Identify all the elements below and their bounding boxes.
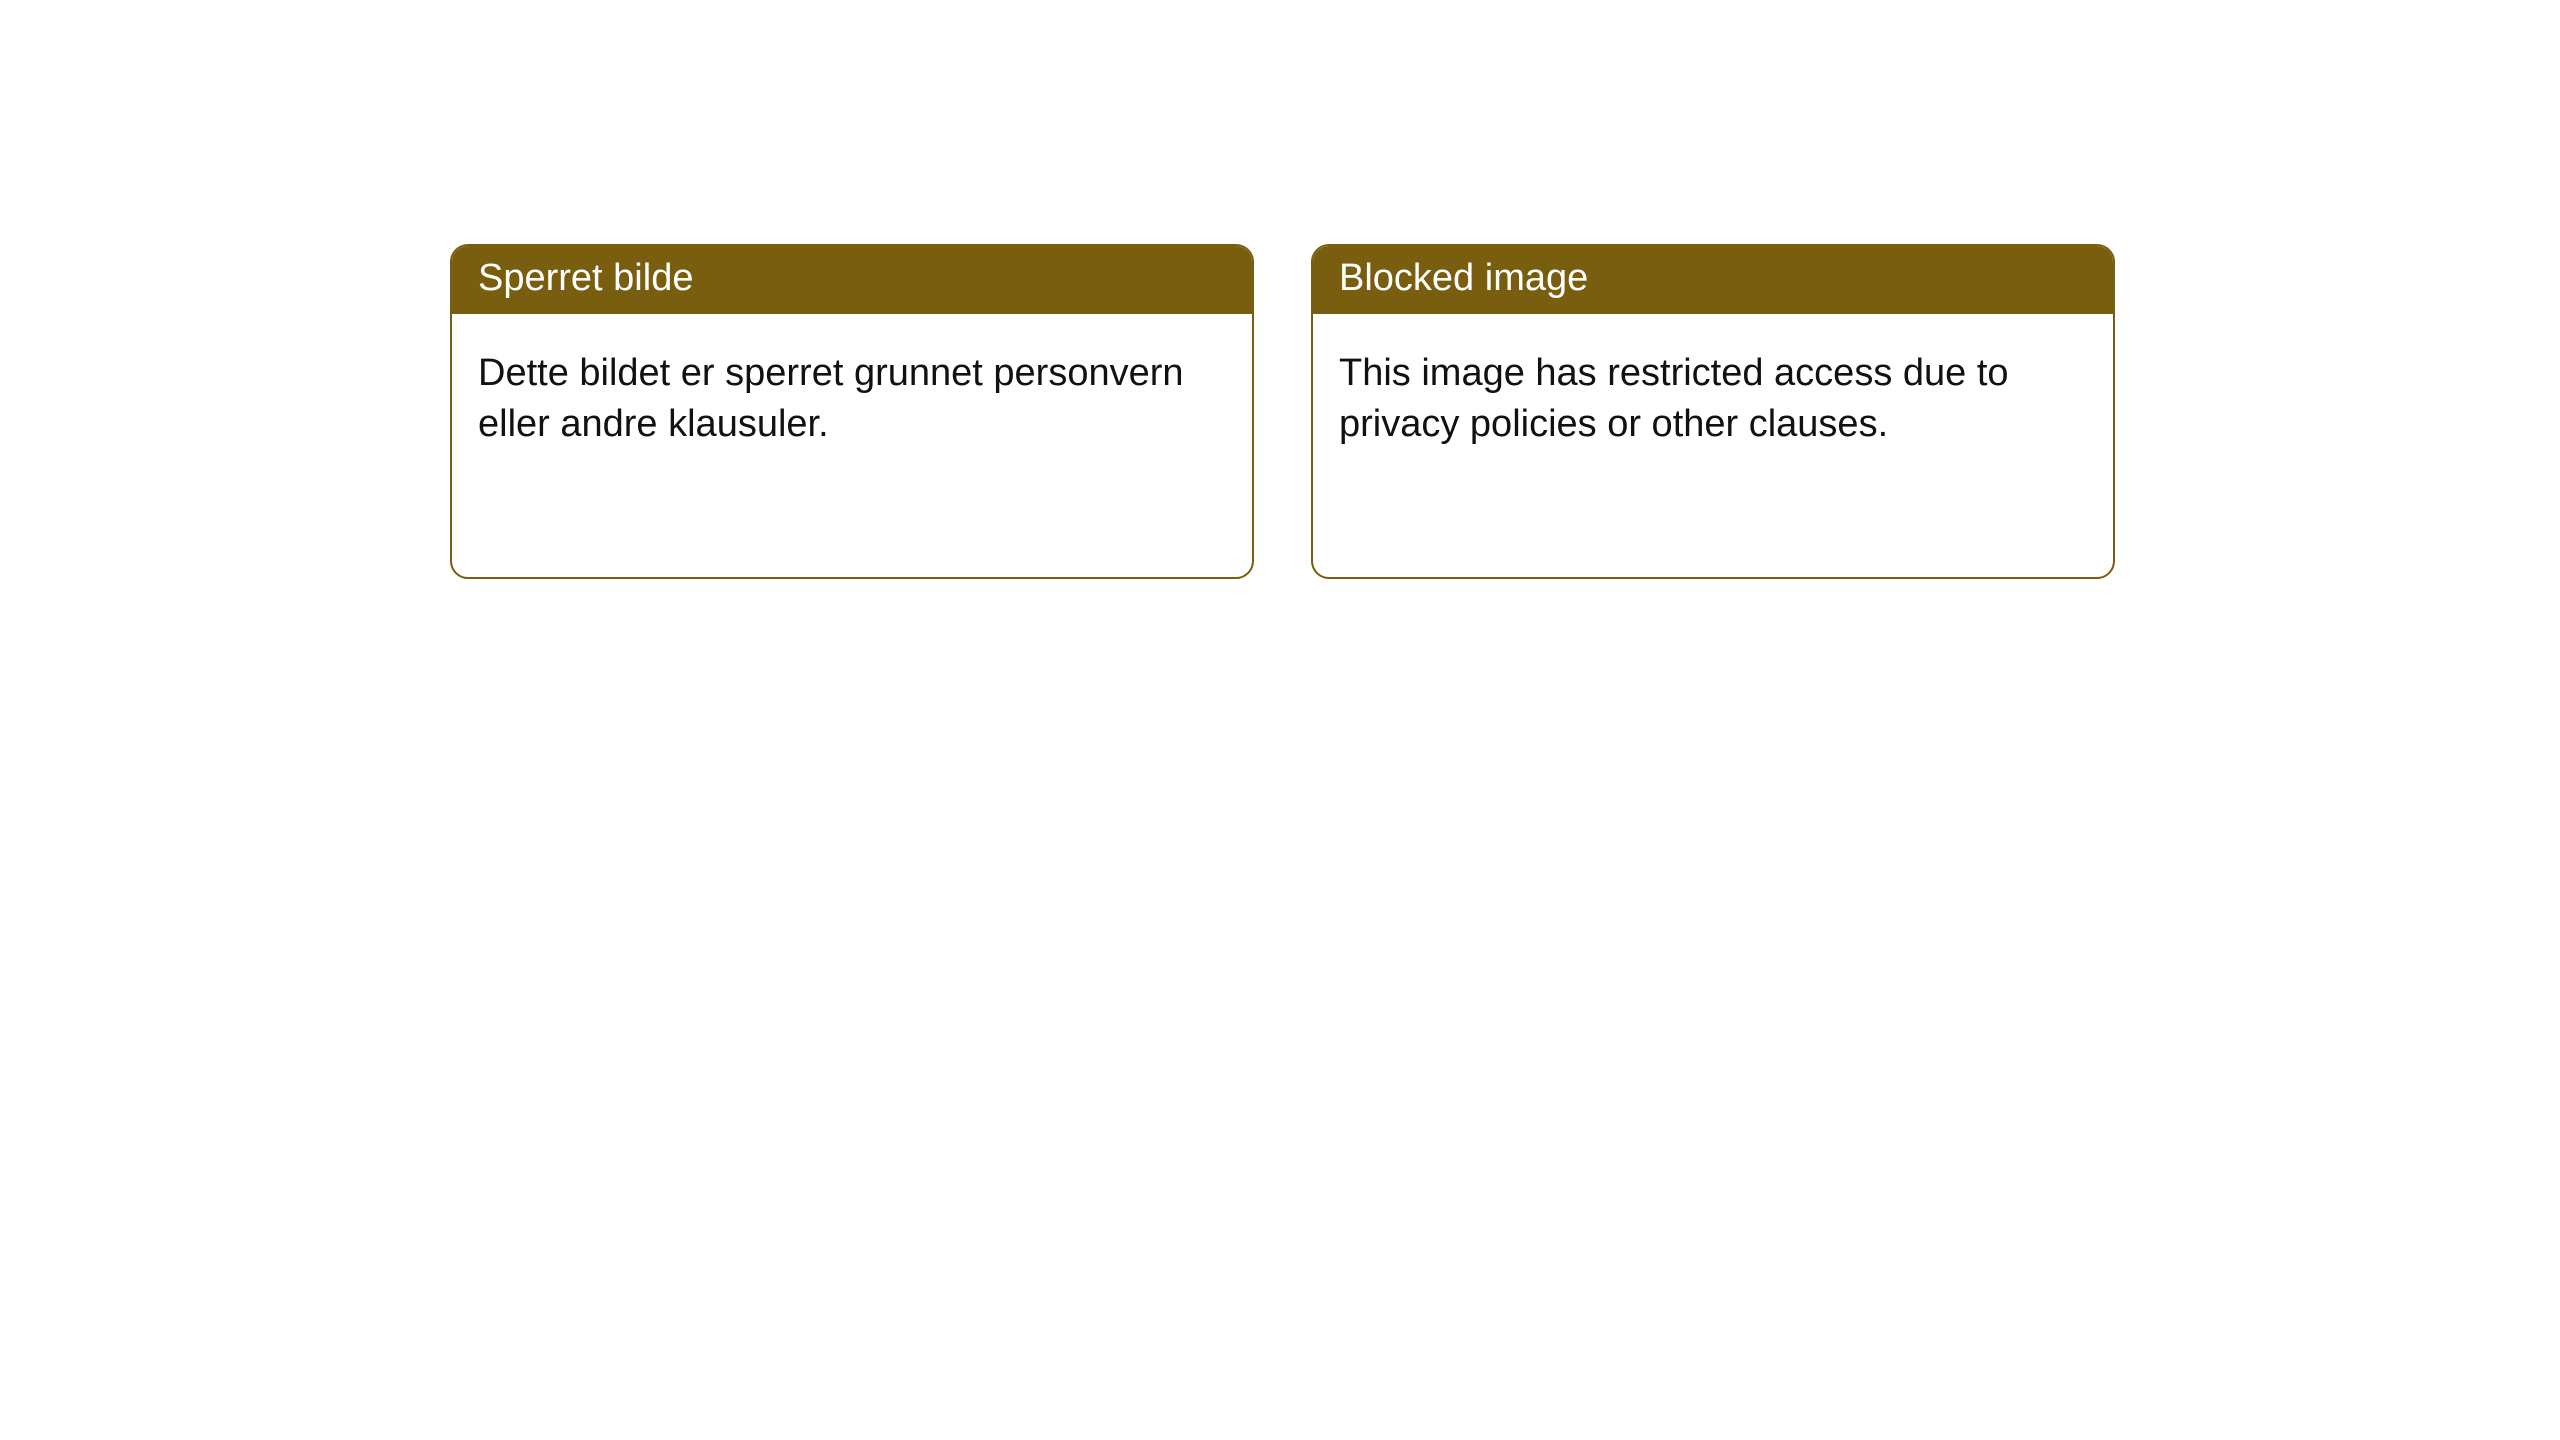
notice-title: Sperret bilde (452, 246, 1252, 314)
notice-box-norwegian: Sperret bilde Dette bildet er sperret gr… (450, 244, 1254, 579)
notice-body: Dette bildet er sperret grunnet personve… (452, 314, 1252, 477)
notice-body: This image has restricted access due to … (1313, 314, 2113, 477)
notices-container: Sperret bilde Dette bildet er sperret gr… (0, 0, 2560, 579)
notice-title: Blocked image (1313, 246, 2113, 314)
notice-box-english: Blocked image This image has restricted … (1311, 244, 2115, 579)
